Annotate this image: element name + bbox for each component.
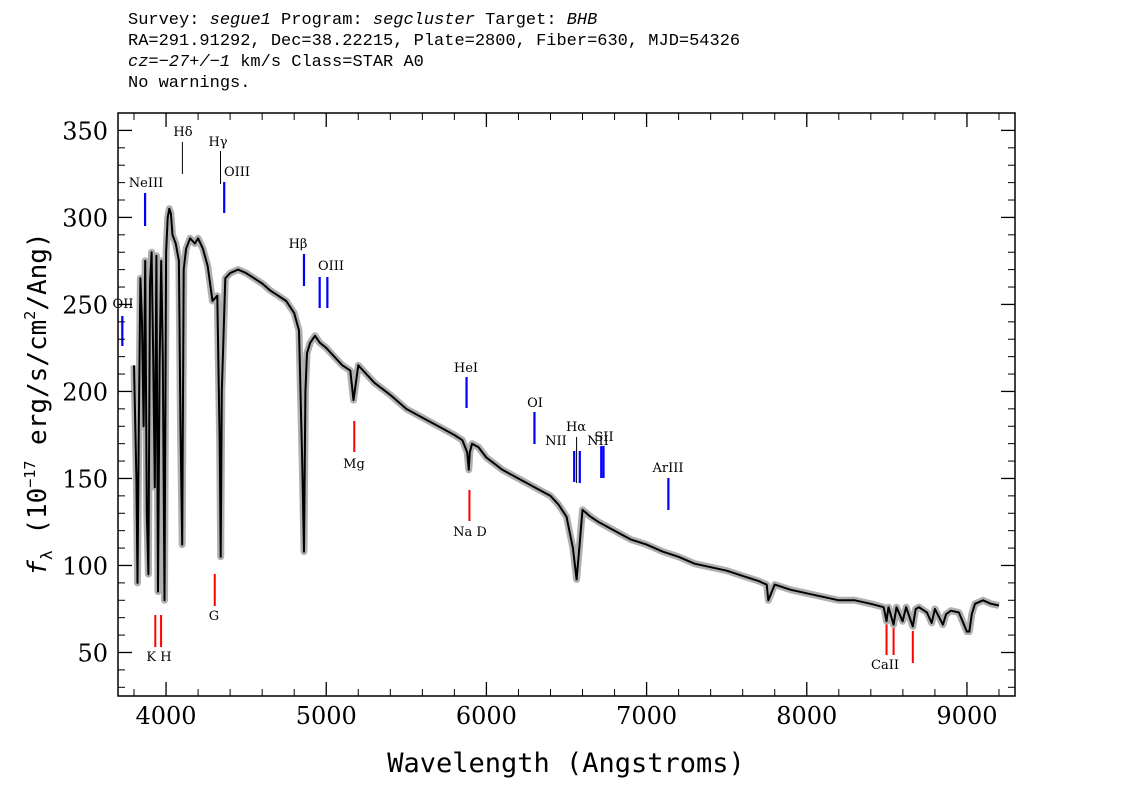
header-line-coordinates: RA=291.91292, Dec=38.22215, Plate=2800, … (128, 32, 741, 51)
emission-line-label: Hα (566, 420, 586, 435)
emission-line-label: NeIII (129, 176, 163, 191)
target-value: BHB (566, 11, 598, 30)
y-tick-label: 100 (62, 552, 108, 580)
header-line-warnings: No warnings. (128, 74, 251, 93)
spectrum-header: Survey: segue1 Program: segcluster Targe… (128, 10, 740, 94)
emission-line-label: SII (594, 430, 613, 445)
header-line-redshift: cz=−27+/−1 km/s Class=STAR A0 (128, 52, 740, 73)
cz-class: km/s Class=STAR A0 (230, 53, 424, 72)
y-label-mid: (10 (23, 488, 53, 551)
survey-value: segue1 (209, 11, 271, 30)
x-tick-label: 4000 (136, 702, 197, 730)
absorption-line-label: Mg (343, 457, 365, 472)
absorption-line-label: Na D (453, 525, 487, 540)
x-axis-label: Wavelength (Angstroms) (387, 748, 745, 779)
x-tick-label: 9000 (936, 702, 997, 730)
y-axis-label: fλ (10−17 erg/s/cm2/Ang) (21, 232, 56, 575)
spectral-line-markers: OIINeIIIHδHγOIIIHβOIIIHeIOINIIHαNIISIIAr… (113, 125, 914, 673)
x-tick-label: 5000 (296, 702, 357, 730)
emission-line-label: NII (587, 434, 609, 449)
emission-line-label: NII (545, 434, 567, 449)
absorption-line-label: CaII (871, 658, 899, 673)
program-value: segcluster (372, 11, 475, 30)
emission-line-label: Hδ (173, 125, 192, 140)
survey-label: Survey: (128, 11, 200, 30)
y-label-mid2: erg/s/cm (23, 320, 53, 461)
emission-line-label: OIII (224, 165, 250, 180)
emission-line-label: HeI (454, 361, 478, 376)
y-tick-label: 350 (62, 117, 108, 145)
y-tick-label: 50 (77, 639, 108, 667)
emission-line-label: OIII (318, 259, 344, 274)
emission-line-label: ArIII (651, 461, 683, 476)
x-tick-label: 7000 (616, 702, 677, 730)
y-label-exp2: 2 (21, 311, 39, 320)
x-tick-label: 8000 (776, 702, 837, 730)
x-tick-label: 6000 (456, 702, 517, 730)
y-tick-label: 250 (62, 291, 108, 319)
absorption-line-label: G (209, 609, 219, 624)
program-label: Program: (281, 11, 363, 30)
target-label: Target: (485, 11, 557, 30)
y-label-exp1: −17 (21, 461, 39, 488)
cz-label: cz (128, 53, 149, 72)
absorption-line-label: K H (146, 650, 171, 665)
emission-line-label: OI (527, 396, 543, 411)
header-line-survey: Survey: segue1 Program: segcluster Targe… (128, 10, 740, 31)
spectrum-line (133, 207, 1000, 633)
emission-line-label: Hβ (289, 237, 308, 252)
y-label-f: f (23, 560, 53, 576)
y-tick-label: 200 (62, 378, 108, 406)
y-label-end: /Ang) (23, 232, 53, 310)
plot-frame (117, 112, 1016, 697)
y-tick-label: 300 (62, 204, 108, 232)
emission-line-label: Hγ (208, 135, 227, 150)
cz-value: =−27+/−1 (148, 53, 231, 72)
y-tick-label: 150 (62, 465, 108, 493)
y-label-lambda: λ (37, 550, 56, 560)
axis-ticks: 4000 5000 6000 7000 8000 9000 50 100 150 200 250 30… (62, 113, 1015, 730)
